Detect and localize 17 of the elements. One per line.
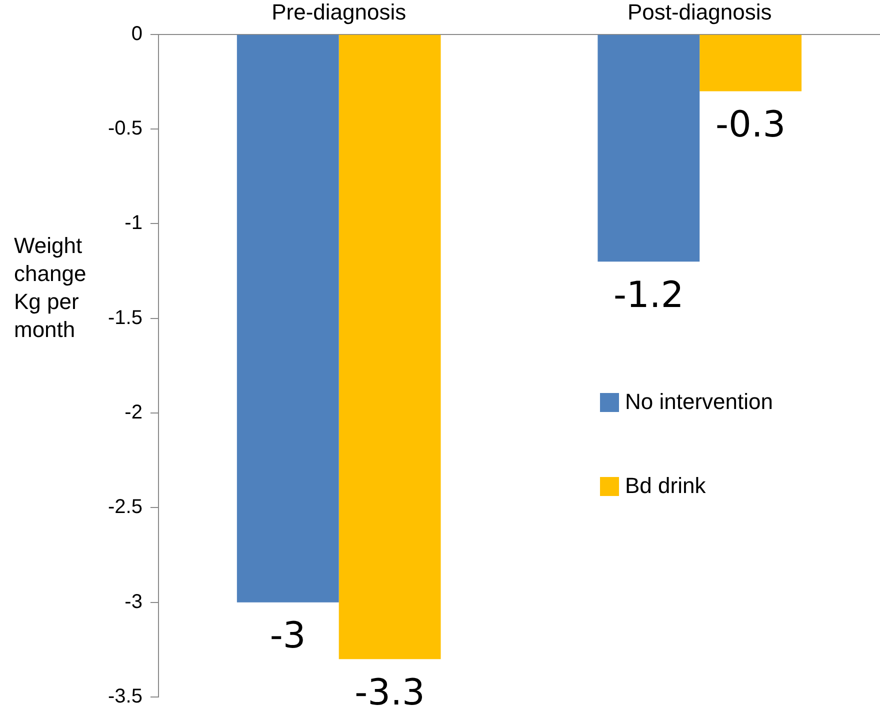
x-tick-label: Post-diagnosis [627, 0, 772, 24]
data-label: -3 [270, 616, 306, 657]
y-tick-label: -2.5 [108, 496, 142, 518]
legend-label: No intervention [625, 389, 773, 415]
y-tick-label: -1 [124, 212, 142, 234]
y-tick-label: -2 [124, 402, 142, 424]
y-tick-label: -3.5 [108, 686, 142, 708]
y-tick-label: -3 [124, 590, 142, 613]
y-axis-title: Weight change Kg per month [14, 233, 86, 342]
y-tick-label: -0.5 [108, 118, 142, 140]
x-tick-label: Pre-diagnosis [272, 0, 406, 24]
data-label: -3.3 [354, 672, 425, 714]
y-tick-label: -1.5 [108, 306, 142, 329]
data-label: -1.2 [614, 274, 684, 316]
data-label: -0.3 [715, 104, 786, 146]
legend-label: Bd drink [625, 473, 706, 499]
y-tick-label: 0 [131, 22, 142, 45]
